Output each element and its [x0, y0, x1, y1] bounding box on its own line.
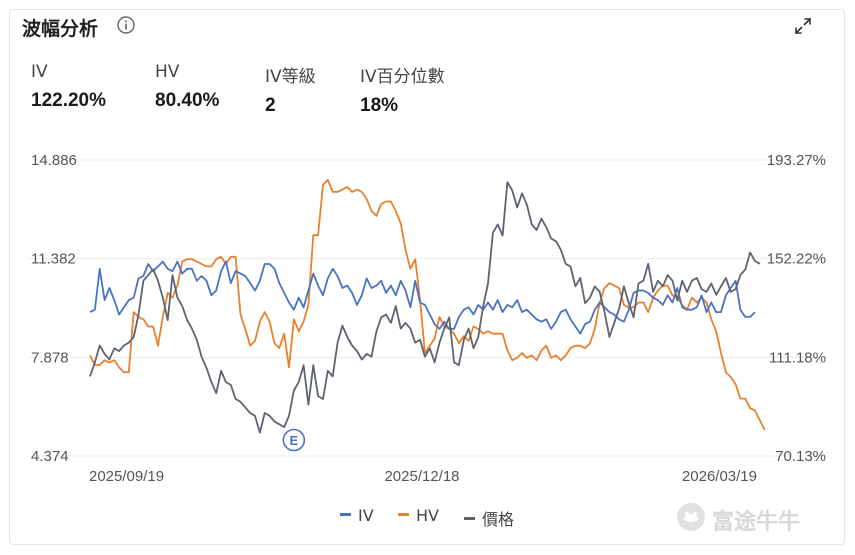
earnings-event-marker — [282, 428, 306, 452]
metric-iv-percentile-label: IV百分位數 — [360, 67, 445, 87]
metric-iv-rank-label: IV等級 — [265, 67, 316, 87]
legend-swatch-iv — [340, 513, 351, 516]
metric-iv-rank-value: 2 — [265, 95, 276, 116]
left-axis-tick-label: 4.374 — [31, 448, 69, 465]
metric-hv-label: HV — [155, 62, 180, 82]
left-axis-tick-label: 11.382 — [31, 251, 76, 268]
legend-item-price[interactable]: 價格 — [464, 506, 514, 530]
legend-label-hv: HV — [416, 506, 439, 525]
expand-icon[interactable] — [793, 16, 813, 36]
legend-item-iv[interactable]: IV — [340, 506, 374, 525]
x-axis-tick-label: 2025/12/18 — [384, 468, 459, 485]
series-line-hv — [89, 178, 766, 431]
right-axis-tick-label: 111.18% — [769, 349, 826, 366]
earnings-event-marker-label: E — [290, 433, 299, 448]
panel-title: 波幅分析 — [22, 18, 99, 40]
chart-legend: IV HV 價格 — [0, 506, 855, 529]
metric-iv-rank: IV等級 2 — [265, 62, 316, 117]
right-axis-tick-label: 193.27% — [767, 152, 826, 169]
series-line-price — [89, 181, 761, 434]
legend-label-iv: IV — [358, 506, 374, 525]
legend-label-price: 價格 — [482, 510, 515, 529]
metric-iv-percentile-value: 18% — [360, 95, 399, 116]
metric-iv-label: IV — [31, 62, 48, 82]
metric-hv-value: 80.40% — [155, 90, 220, 111]
metric-iv-percentile: IV百分位數 18% — [360, 62, 445, 117]
left-axis-tick-label: 14.886 — [31, 152, 77, 169]
info-icon[interactable] — [117, 16, 135, 34]
right-axis-tick-label: 70.13% — [775, 448, 826, 465]
legend-item-hv[interactable]: HV — [398, 506, 439, 525]
watermark: 富途牛牛 — [674, 500, 844, 536]
x-axis-tick-label: 2026/03/19 — [682, 468, 757, 485]
watermark-text: 富途牛牛 — [712, 510, 801, 535]
metric-iv-value: 122.20% — [31, 90, 107, 111]
right-axis-tick-label: 152.22% — [767, 251, 826, 268]
series-line-iv — [89, 260, 756, 335]
x-axis-tick-label: 2025/09/19 — [89, 468, 164, 485]
metric-hv: HV 80.40% — [155, 62, 219, 112]
left-axis-tick-label: 7.878 — [31, 349, 69, 366]
metric-iv: IV 122.20% — [31, 62, 106, 112]
futu-logo-icon — [677, 503, 705, 531]
legend-swatch-price — [464, 517, 475, 520]
legend-swatch-hv — [398, 513, 409, 516]
